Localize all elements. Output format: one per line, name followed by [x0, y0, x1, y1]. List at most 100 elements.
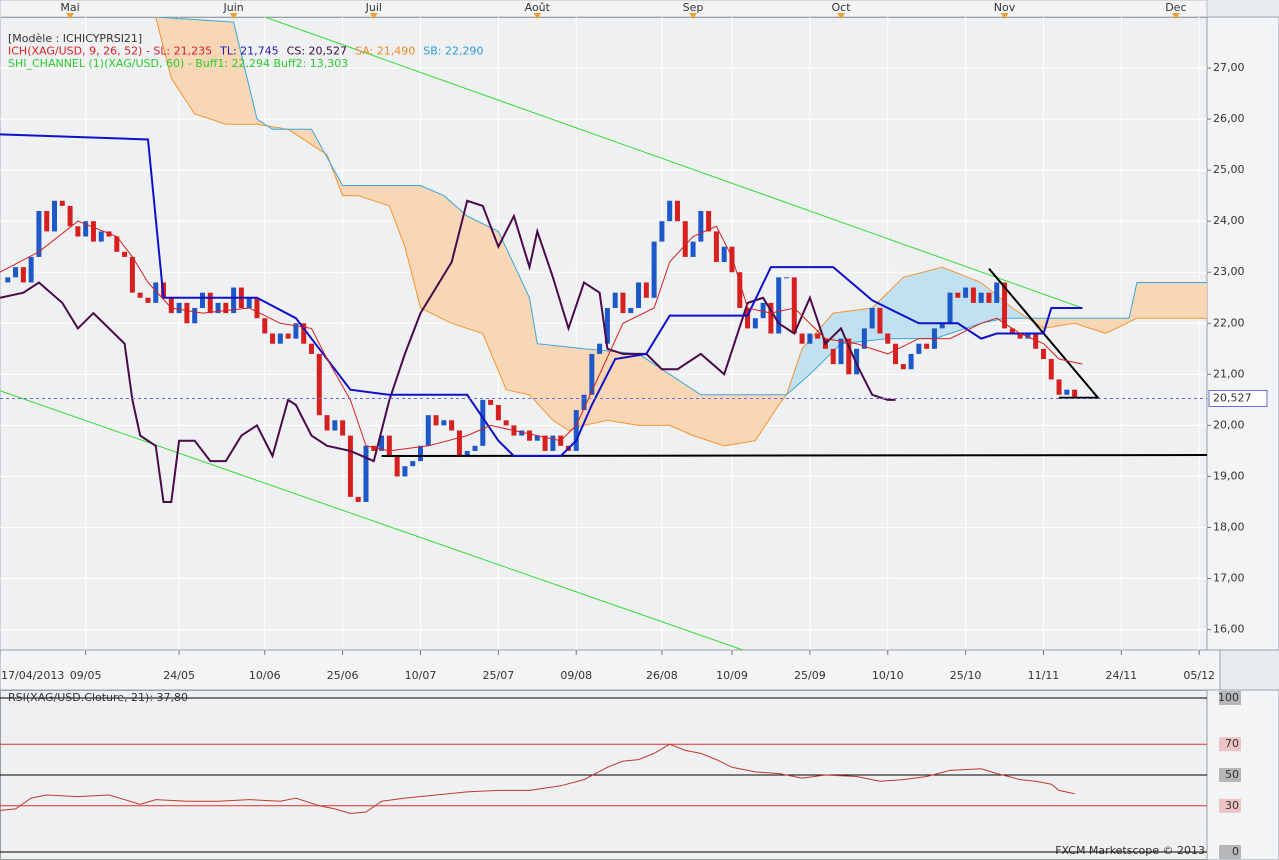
y-tick-label: 21,00 [1213, 367, 1245, 380]
candle [246, 297, 252, 308]
candle [900, 364, 906, 370]
y-tick-label: 20,00 [1213, 418, 1245, 431]
candle [449, 420, 455, 431]
candle [721, 246, 727, 263]
month-marker [533, 13, 542, 19]
month-marker [1000, 13, 1009, 19]
candle [277, 333, 283, 344]
candle [713, 231, 719, 263]
y-tick-label: 24,00 [1213, 214, 1245, 227]
candle [192, 307, 198, 324]
candle [215, 302, 221, 314]
y-tick-box [1219, 798, 1241, 813]
candle [581, 394, 587, 411]
candle [472, 445, 478, 451]
candle [433, 415, 439, 426]
candle [316, 353, 322, 416]
candle [168, 297, 174, 314]
candle [620, 292, 626, 314]
legend-line: SHI_CHANNEL (1)(XAG/USD, 60) - Buff1: 22… [8, 57, 348, 70]
candle [495, 404, 501, 421]
x-tick-label: 25/10 [950, 669, 982, 682]
candle [597, 343, 603, 354]
candle [332, 420, 338, 431]
candle [970, 287, 976, 303]
price-axis [1206, 16, 1279, 651]
candle [75, 226, 81, 237]
y-tick-box [1219, 845, 1241, 859]
candle [1048, 359, 1054, 380]
candle [1056, 379, 1062, 395]
candle [145, 297, 151, 303]
candle [745, 307, 751, 329]
y-tick-label: 16,00 [1213, 623, 1245, 636]
legend-entry: [Modèle : ICHICYPRSI21] [8, 32, 142, 45]
month-label: Nov [994, 1, 1016, 14]
candle [36, 210, 42, 257]
candle [674, 200, 680, 222]
month-label: Sep [683, 1, 704, 14]
month-label: Juil [365, 1, 382, 14]
candle [643, 282, 649, 298]
senkou-a [155, 17, 1207, 447]
x-tick-label: 09/08 [560, 669, 592, 682]
month-label: Dec [1165, 1, 1186, 14]
x-tick-label: 10/10 [872, 669, 904, 682]
x-tick-label: 26/08 [646, 669, 678, 682]
rsi-title: RSI(XAG/USD.Cloture, 21): 37,80 [8, 691, 188, 704]
indicator-line [988, 268, 1101, 399]
candle [402, 466, 408, 477]
candle [503, 420, 509, 426]
y-tick-label: 18,00 [1213, 520, 1245, 533]
candle [340, 420, 346, 436]
candle [207, 292, 213, 314]
candle [527, 430, 533, 441]
candle [916, 343, 922, 354]
indicator-line [0, 390, 744, 650]
indicator-line [0, 199, 896, 503]
y-tick-box [1219, 691, 1241, 705]
candle [776, 277, 782, 334]
month-marker [369, 13, 378, 19]
candle [285, 333, 291, 339]
month-marker [229, 13, 238, 19]
candle [199, 292, 205, 308]
candle [1002, 282, 1008, 329]
candle [425, 415, 431, 446]
candle [231, 287, 237, 314]
candle [1072, 389, 1078, 399]
x-tick-label: 17/04/2013 [1, 669, 64, 682]
candle [729, 246, 735, 273]
y-tick-label: 17,00 [1213, 572, 1245, 585]
x-tick-label: 10/06 [249, 669, 281, 682]
candle [519, 430, 525, 436]
candle [869, 307, 875, 329]
rsi-axis [1206, 689, 1279, 860]
candle [783, 277, 789, 279]
y-tick-label: 25,00 [1213, 163, 1245, 176]
y-tick-box [1219, 737, 1241, 752]
candle [573, 410, 579, 451]
y-tick-label: 26,00 [1213, 112, 1245, 125]
candle [13, 267, 19, 278]
candle [122, 251, 128, 257]
candle [293, 323, 299, 339]
senkou-b [155, 17, 1207, 396]
y-tick-label: 30 [1225, 799, 1239, 812]
last-price-box [1208, 389, 1268, 407]
legend-entry: SHI_CHANNEL (1)(XAG/USD, 60) - Buff1: 22… [8, 57, 348, 70]
y-tick-label: 27,00 [1213, 61, 1245, 74]
candle [994, 282, 1000, 303]
x-tick-label: 25/06 [327, 669, 359, 682]
candle [963, 287, 969, 298]
candle [706, 210, 712, 232]
candle [52, 200, 58, 232]
month-label: Mai [60, 1, 79, 14]
candle [893, 343, 899, 365]
candle [534, 435, 540, 441]
x-tick-label: 24/05 [163, 669, 195, 682]
candle [129, 256, 135, 293]
candle [410, 461, 416, 467]
